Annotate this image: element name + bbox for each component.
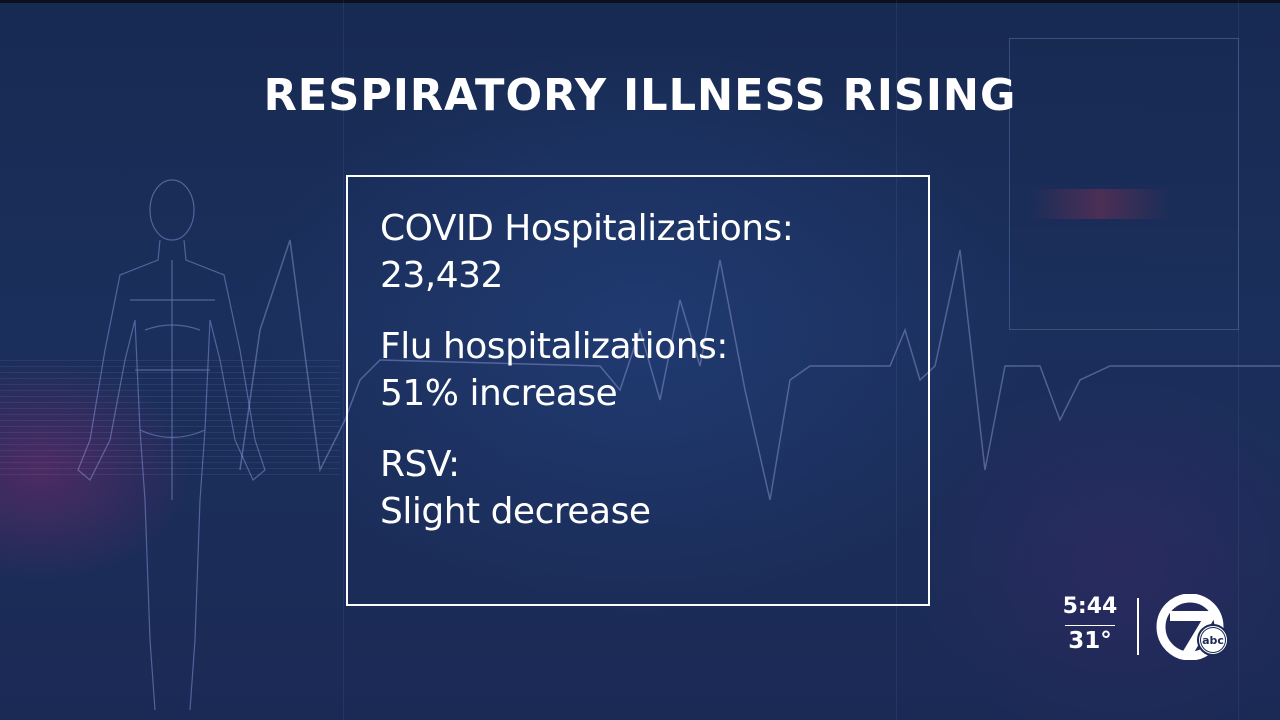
- bug-divider: [1137, 598, 1139, 655]
- grid-line: [1238, 0, 1239, 720]
- stat-label: RSV:: [380, 444, 460, 485]
- page-title: RESPIRATORY ILLNESS RISING: [263, 70, 1017, 121]
- grid-line: [343, 0, 344, 720]
- stat-label: COVID Hospitalizations:: [380, 208, 794, 249]
- stat-label: Flu hospitalizations:: [380, 326, 728, 367]
- stat-covid: COVID Hospitalizations: 23,432: [380, 205, 928, 299]
- top-edge-bar: [0, 0, 1280, 3]
- clock-time: 5:44: [1062, 594, 1118, 619]
- abc-network-text: abc: [1202, 634, 1224, 647]
- station-bug: 5:44 31° abc: [1060, 594, 1240, 664]
- decorative-scanlines: [0, 360, 340, 480]
- temperature: 31°: [1068, 628, 1112, 654]
- decorative-red-band: [1030, 189, 1170, 219]
- stat-rsv: RSV: Slight decrease: [380, 441, 928, 535]
- grid-line: [896, 0, 897, 720]
- stat-value: 51% increase: [380, 373, 618, 414]
- decorative-scan-frame: [1009, 38, 1239, 330]
- stat-flu: Flu hospitalizations: 51% increase: [380, 323, 928, 417]
- wxyz-7-abc-logo-icon: abc: [1156, 594, 1229, 660]
- human-body-wireframe-icon: [77, 179, 266, 711]
- stat-value: 23,432: [380, 255, 503, 296]
- stats-box: COVID Hospitalizations: 23,432 Flu hospi…: [346, 175, 930, 606]
- stat-value: Slight decrease: [380, 491, 651, 532]
- bug-separator: [1065, 625, 1115, 626]
